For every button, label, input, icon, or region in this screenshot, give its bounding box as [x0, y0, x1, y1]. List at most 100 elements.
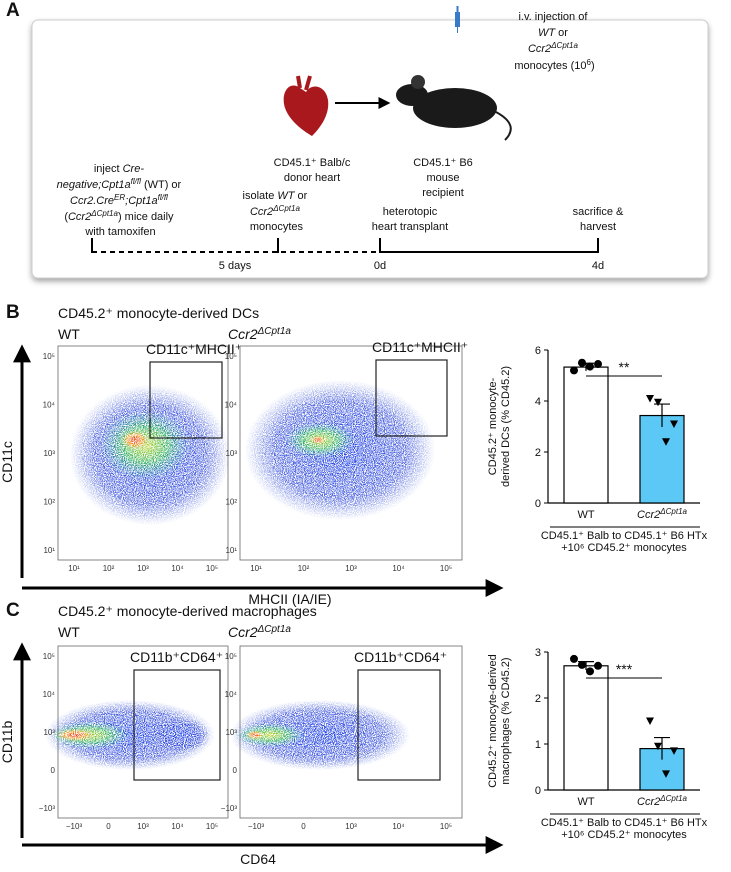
text-part: or — [295, 190, 308, 202]
text-line: i.v. injection of — [518, 11, 588, 23]
tick-label: 10² — [43, 498, 55, 507]
y-tick-label: 3 — [535, 647, 541, 659]
group-label: WT — [58, 326, 80, 342]
text-line: Ccr2ΔCpt1a — [528, 41, 579, 56]
tick-label: 10² — [298, 564, 310, 573]
text-part: Cre- — [123, 163, 145, 175]
panel-title: CD45.2⁺ monocyte-derived macrophages — [58, 603, 317, 619]
data-point — [662, 770, 670, 778]
tick-label: 10⁵ — [440, 822, 452, 831]
tick-label: 0 — [301, 822, 306, 831]
density-region — [119, 429, 151, 451]
text-line: monocytes (106) — [514, 58, 594, 73]
y-axis-label: CD45.2⁺ monocyte-derived DCs (% CD45.2) — [487, 366, 512, 487]
panel-label: A — [6, 0, 20, 21]
panel-title: CD45.2⁺ monocyte-derived DCs — [58, 305, 259, 321]
data-point — [670, 747, 678, 755]
mouse-icon — [396, 75, 512, 141]
tick-label: 10⁴ — [225, 690, 238, 699]
text-part: (WT) or — [141, 179, 182, 191]
tick-label: 10⁵ — [206, 822, 218, 831]
harvest-text: sacrifice & — [573, 206, 624, 218]
group-label: +10⁶ CD45.2⁺ monocytes — [561, 542, 687, 554]
tick-label: 10⁵ — [225, 652, 237, 661]
tick-label: 10³ — [137, 564, 149, 573]
y-tick-label: 1 — [535, 739, 541, 751]
text-line: isolate WT or — [243, 190, 308, 202]
text-line: (Ccr2ΔCpt1a) mice daily — [64, 209, 174, 224]
text-part: ΔCpt1a — [90, 209, 118, 218]
data-point — [646, 717, 654, 725]
tick-label: 10¹ — [68, 564, 80, 573]
data-point — [654, 742, 662, 751]
gate — [149, 361, 223, 439]
text-part: isolate — [243, 190, 278, 202]
data-point — [570, 366, 578, 375]
tick-label: 10³ — [43, 449, 55, 458]
isolate-text: isolate WT or Ccr2ΔCpt1a monocytes — [0, 0, 313, 233]
data-point — [594, 360, 602, 369]
treatment-text: inject Cre- negative;Cpt1afl/fl (WT) or … — [0, 0, 187, 238]
text-line: WT or — [538, 27, 568, 39]
tick-label: 10² — [103, 564, 115, 573]
data-point — [662, 438, 670, 446]
tick-label: 10⁵ — [43, 652, 55, 661]
tick-label: 10³ — [43, 728, 55, 737]
panel-box — [31, 19, 709, 279]
text-part: Ccr2 — [637, 509, 660, 521]
y-tick-label: 6 — [535, 345, 541, 357]
donor-text: donor heart — [284, 172, 340, 184]
y-tick-label: 0 — [535, 785, 541, 797]
tick-label: −10³ — [221, 804, 238, 813]
x-tick-label: WT — [577, 796, 594, 808]
y-tick-label: 2 — [535, 447, 541, 459]
text-part: fl/fl — [158, 193, 168, 202]
density-region — [310, 435, 326, 445]
data-point — [578, 660, 586, 669]
tick-label: 10³ — [225, 449, 237, 458]
density-cloud — [230, 700, 410, 770]
heart-icon — [283, 75, 329, 136]
group-label: Ccr2ΔCpt1a — [228, 326, 291, 343]
data-point — [594, 661, 602, 670]
density-region — [150, 717, 210, 753]
gate — [375, 359, 448, 437]
panel-label: C — [6, 600, 20, 621]
axis-label: CD11c — [0, 441, 15, 483]
tick-label: 10³ — [137, 822, 149, 831]
tick-label: −10³ — [66, 822, 83, 831]
tick-label: 10³ — [345, 822, 357, 831]
density-cloud — [45, 700, 215, 770]
error-bar — [654, 403, 670, 428]
text-part: Ccr2 — [228, 624, 258, 640]
injection-text: i.v. injection of WT or Ccr2ΔCpt1a monoc… — [0, 0, 598, 72]
tick-label: 10³ — [225, 728, 237, 737]
data-point — [670, 420, 678, 428]
recipient-text: mouse — [426, 172, 459, 184]
gate-label: CD11c⁺MHCII⁺ — [372, 339, 468, 355]
bar — [639, 414, 685, 504]
data-point — [654, 398, 662, 407]
gate-label: CD11b⁺CD64⁺ — [130, 649, 223, 665]
density-region — [230, 700, 410, 770]
text-part: ER — [114, 193, 125, 202]
density-cloud — [70, 385, 230, 525]
timeline-label: 4d — [592, 260, 604, 272]
text-line: macrophages (% CD45.2) — [500, 657, 512, 784]
tick-label: 10⁴ — [392, 564, 405, 573]
transplant-text: heart transplant — [372, 221, 448, 233]
tick-label: −10³ — [39, 804, 56, 813]
data-point — [578, 358, 586, 367]
text-part: inject — [94, 163, 123, 175]
text-part: ;Cpt1a — [125, 195, 157, 207]
tick-label: 10⁵ — [206, 564, 218, 573]
tick-label: 10⁴ — [43, 401, 56, 410]
tick-label: 10⁴ — [225, 401, 238, 410]
bar — [563, 665, 609, 791]
tick-label: 0 — [233, 766, 238, 775]
transplant-text: heterotopic — [383, 206, 438, 218]
text-line: negative;Cpt1afl/fl (WT) or — [57, 177, 182, 192]
error-bar — [654, 736, 670, 760]
